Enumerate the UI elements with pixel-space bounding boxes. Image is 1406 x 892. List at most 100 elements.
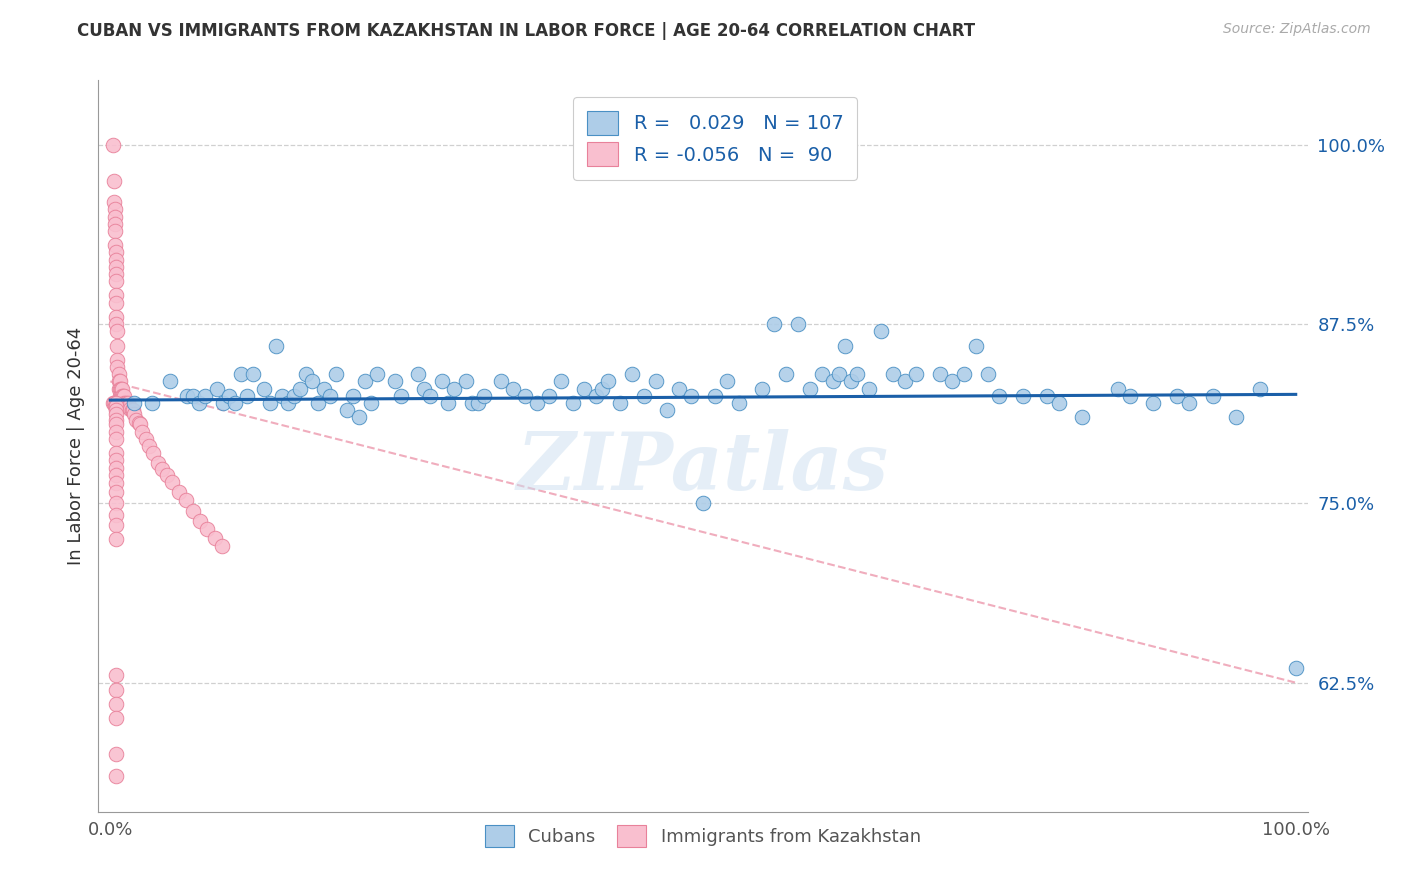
Point bbox=[657, 403, 679, 417]
Point bbox=[108, 375, 131, 389]
Point bbox=[633, 389, 655, 403]
Point bbox=[105, 682, 128, 697]
Point bbox=[110, 389, 132, 403]
Point bbox=[174, 493, 197, 508]
Point bbox=[751, 382, 773, 396]
Point bbox=[952, 368, 974, 382]
Point bbox=[502, 382, 524, 396]
Point bbox=[118, 399, 141, 413]
Point bbox=[107, 375, 129, 389]
Point bbox=[105, 245, 128, 260]
Point bbox=[190, 514, 212, 528]
Point bbox=[828, 368, 851, 382]
Point bbox=[288, 382, 311, 396]
Point bbox=[515, 389, 537, 403]
Point bbox=[354, 375, 377, 389]
Point bbox=[526, 396, 548, 410]
Point bbox=[763, 317, 786, 331]
Point bbox=[668, 382, 690, 396]
Point bbox=[389, 389, 412, 403]
Point bbox=[1119, 389, 1142, 403]
Point bbox=[128, 416, 150, 430]
Point bbox=[105, 317, 128, 331]
Point bbox=[105, 711, 128, 725]
Point bbox=[336, 403, 359, 417]
Point bbox=[561, 396, 583, 410]
Point bbox=[117, 396, 139, 410]
Point bbox=[461, 396, 484, 410]
Point bbox=[839, 375, 862, 389]
Point bbox=[105, 432, 128, 446]
Point bbox=[167, 484, 190, 499]
Text: CUBAN VS IMMIGRANTS FROM KAZAKHSTAN IN LABOR FORCE | AGE 20-64 CORRELATION CHART: CUBAN VS IMMIGRANTS FROM KAZAKHSTAN IN L… bbox=[77, 22, 976, 40]
Point bbox=[1249, 382, 1271, 396]
Point bbox=[105, 413, 128, 427]
Point bbox=[988, 389, 1011, 403]
Point bbox=[129, 417, 152, 432]
Point bbox=[105, 403, 128, 417]
Point bbox=[810, 368, 832, 382]
Point bbox=[1142, 396, 1164, 410]
Point bbox=[1166, 389, 1188, 403]
Point bbox=[692, 496, 714, 510]
Point bbox=[104, 399, 127, 413]
Point bbox=[152, 462, 174, 476]
Point bbox=[114, 389, 136, 403]
Point bbox=[104, 224, 127, 238]
Point bbox=[295, 368, 318, 382]
Point bbox=[585, 389, 607, 403]
Point bbox=[107, 382, 129, 396]
Point bbox=[211, 540, 233, 554]
Point bbox=[194, 389, 217, 403]
Point bbox=[156, 467, 179, 482]
Point bbox=[347, 410, 370, 425]
Point bbox=[1047, 396, 1070, 410]
Point bbox=[786, 317, 808, 331]
Point bbox=[105, 274, 128, 288]
Point bbox=[271, 389, 294, 403]
Point bbox=[941, 375, 963, 389]
Point bbox=[491, 375, 513, 389]
Point bbox=[104, 202, 127, 217]
Point bbox=[846, 368, 869, 382]
Text: ZIPatlas: ZIPatlas bbox=[517, 429, 889, 507]
Point bbox=[105, 295, 128, 310]
Point bbox=[104, 238, 127, 252]
Point bbox=[1225, 410, 1247, 425]
Point bbox=[181, 389, 204, 403]
Text: Source: ZipAtlas.com: Source: ZipAtlas.com bbox=[1223, 22, 1371, 37]
Point bbox=[159, 375, 181, 389]
Point bbox=[823, 375, 845, 389]
Point bbox=[727, 396, 749, 410]
Point bbox=[325, 368, 347, 382]
Point bbox=[264, 338, 287, 352]
Point bbox=[105, 697, 128, 711]
Point bbox=[681, 389, 703, 403]
Legend: Cubans, Immigrants from Kazakhstan: Cubans, Immigrants from Kazakhstan bbox=[478, 817, 928, 854]
Point bbox=[609, 396, 631, 410]
Point bbox=[114, 396, 136, 410]
Point bbox=[799, 382, 821, 396]
Point bbox=[105, 496, 128, 510]
Point bbox=[703, 389, 725, 403]
Point bbox=[105, 353, 128, 368]
Point bbox=[259, 396, 281, 410]
Point bbox=[112, 396, 135, 410]
Point bbox=[105, 533, 128, 547]
Point bbox=[882, 368, 904, 382]
Point bbox=[644, 375, 666, 389]
Point bbox=[1285, 661, 1308, 675]
Point bbox=[537, 389, 560, 403]
Point bbox=[105, 476, 128, 491]
Point bbox=[307, 396, 329, 410]
Point bbox=[105, 252, 128, 267]
Point bbox=[120, 401, 142, 416]
Point bbox=[122, 408, 145, 422]
Point bbox=[1012, 389, 1035, 403]
Point bbox=[105, 460, 128, 475]
Point bbox=[105, 408, 128, 422]
Point bbox=[1202, 389, 1225, 403]
Point bbox=[115, 399, 138, 413]
Point bbox=[105, 517, 128, 532]
Point bbox=[138, 439, 160, 453]
